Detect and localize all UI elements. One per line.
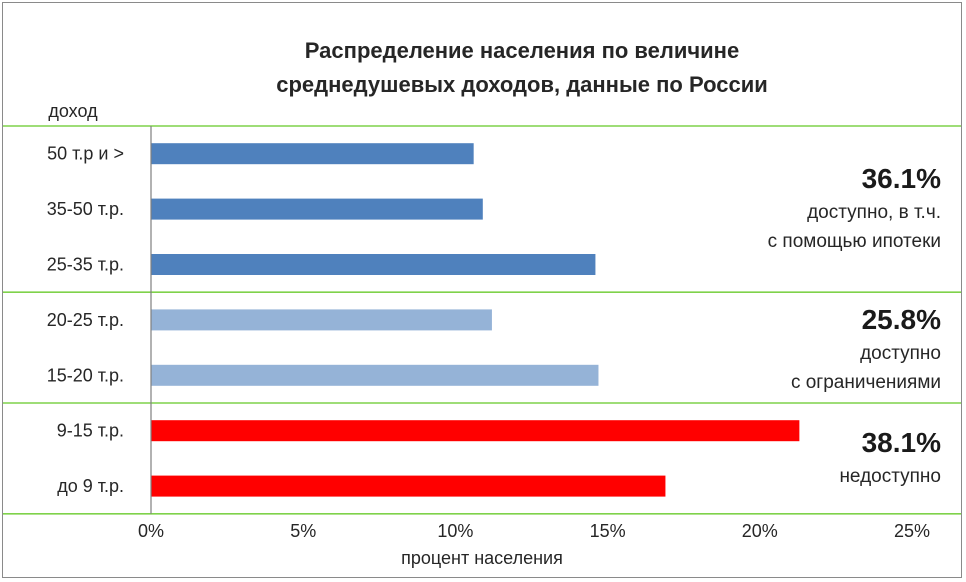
bar (151, 420, 800, 442)
group-note: с ограничениями (791, 372, 941, 393)
bar (151, 309, 492, 331)
category-label: 20-25 т.р. (47, 310, 124, 330)
group-note: доступно (860, 343, 941, 364)
x-tick-label: 20% (742, 521, 778, 541)
group-percent: 25.8% (862, 304, 941, 335)
bar (151, 143, 474, 165)
category-label: 25-35 т.р. (47, 255, 124, 275)
chart-title-line-1: Распределение населения по величине (304, 38, 740, 63)
category-label: 35-50 т.р. (47, 199, 124, 219)
bar (151, 198, 483, 220)
category-label: 50 т.р и > (47, 144, 124, 164)
x-tick-label: 15% (590, 521, 626, 541)
chart-title: Распределение населения по величине сред… (0, 34, 966, 102)
group-note: доступно, в т.ч. (807, 202, 941, 223)
x-axis-title: процент населения (401, 548, 563, 568)
category-label: до 9 т.р. (57, 476, 124, 496)
x-tick-label: 25% (894, 521, 930, 541)
bar (151, 475, 666, 497)
y-axis-title: доход (48, 101, 98, 121)
chart-title-line-2: среднедушевых доходов, данные по России (276, 72, 768, 97)
x-tick-label: 0% (138, 521, 164, 541)
x-tick-label: 5% (290, 521, 316, 541)
group-percent: 36.1% (862, 163, 941, 194)
group-note: недоступно (839, 466, 941, 487)
x-tick-label: 10% (437, 521, 473, 541)
group-percent: 38.1% (862, 427, 941, 458)
category-label: 15-20 т.р. (47, 365, 124, 385)
bar (151, 254, 596, 275)
bar (151, 364, 599, 386)
group-note: с помощью ипотеки (768, 231, 941, 252)
category-label: 9-15 т.р. (57, 421, 124, 441)
